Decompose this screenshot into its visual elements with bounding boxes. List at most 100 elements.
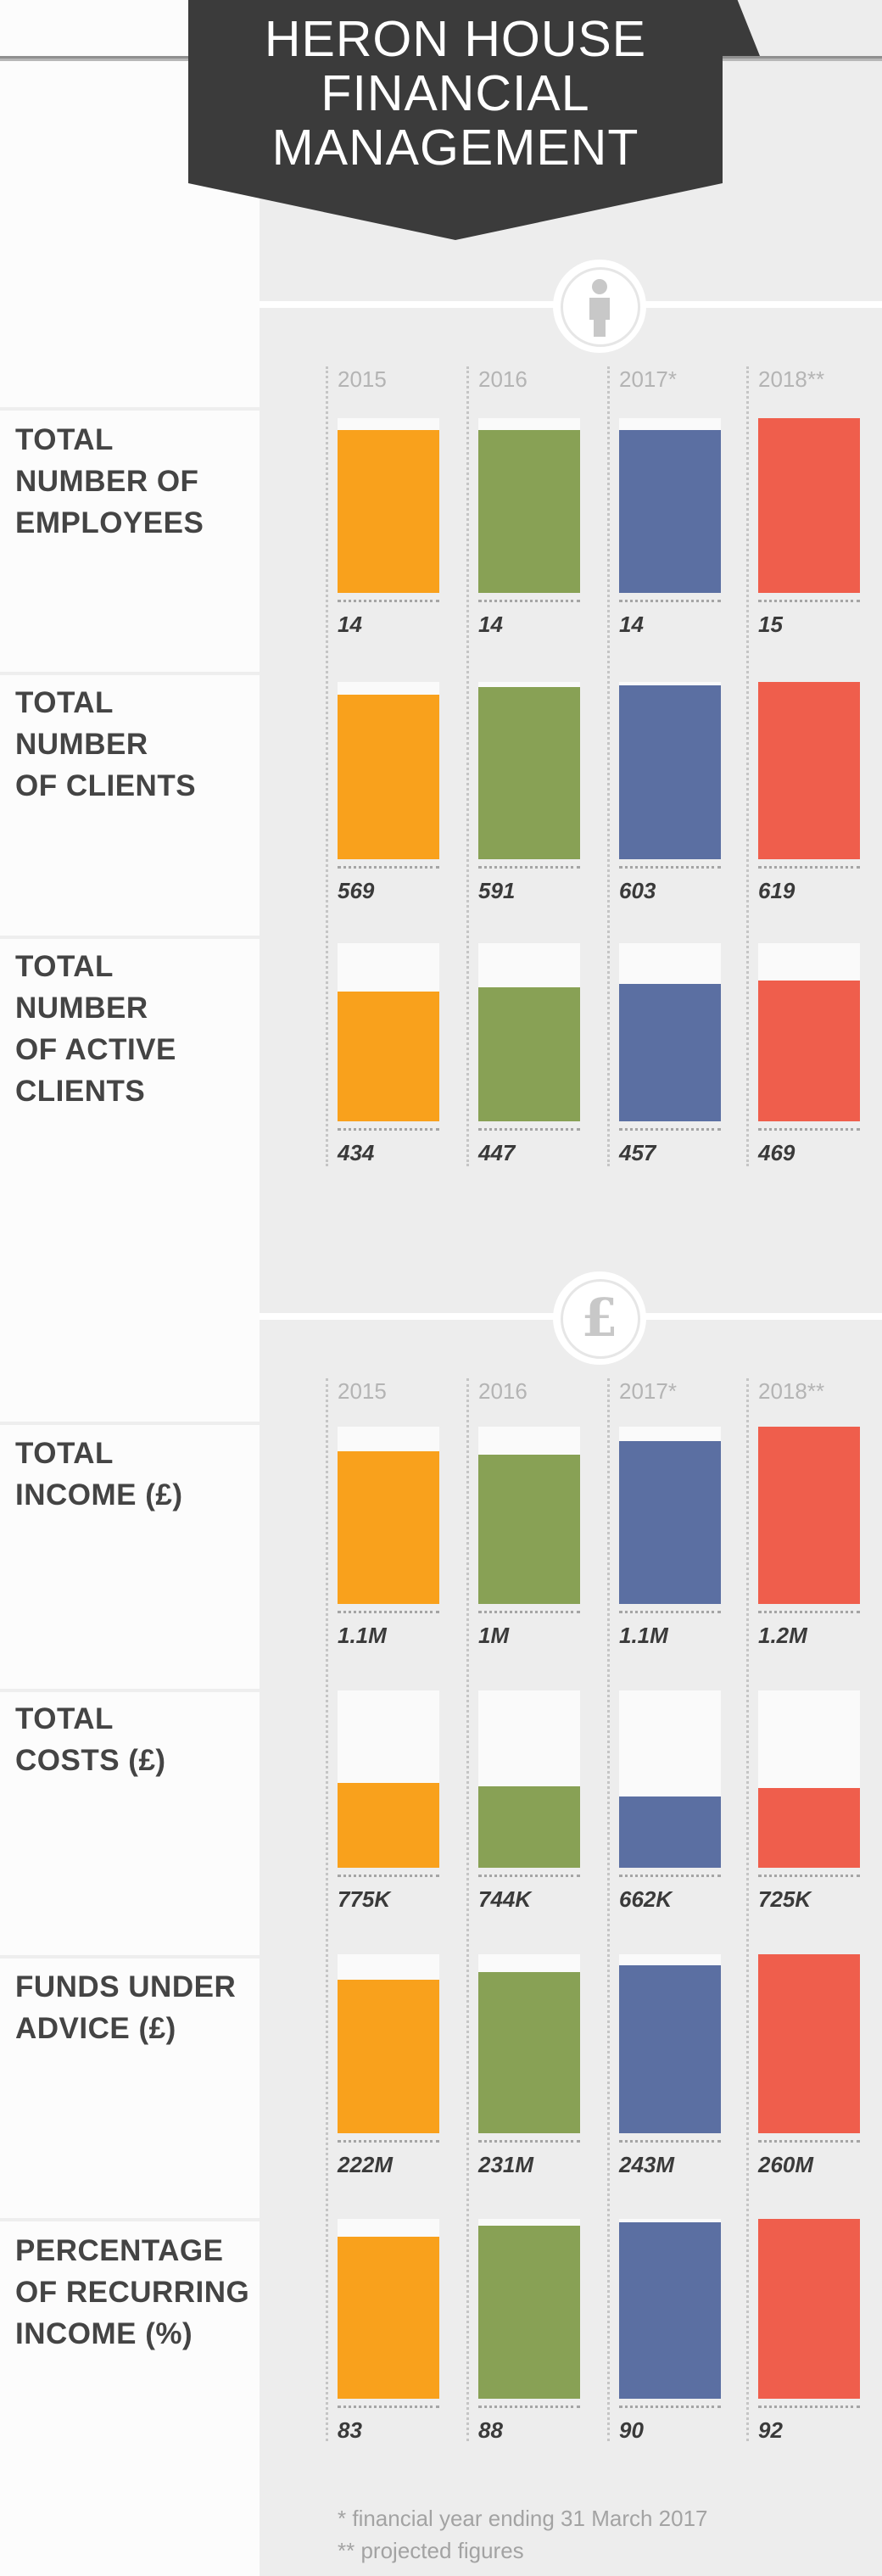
year-guide-line — [746, 1378, 749, 2441]
metric-row-rule — [0, 407, 260, 411]
bar-baseline — [619, 2406, 721, 2408]
year-label: 2015 — [338, 366, 387, 392]
bar-fill — [478, 1786, 580, 1868]
badge-ring — [561, 267, 640, 347]
bar-2016: 447 — [478, 943, 580, 1198]
year-label: 2017* — [619, 1378, 677, 1404]
bar-baseline — [758, 2406, 860, 2408]
bar-baseline — [619, 866, 721, 869]
bar-baseline — [338, 2406, 439, 2408]
bar-fill — [619, 2222, 721, 2399]
bar-fill — [478, 987, 580, 1121]
metric-row-rule — [0, 1689, 260, 1692]
bar-value-label: 1M — [478, 1623, 510, 1648]
bar-value-label: 243M — [619, 2152, 675, 2177]
bar-2016: 231M — [478, 1954, 580, 2210]
footnote-projected: ** projected figures — [338, 2538, 524, 2563]
person-icon — [589, 279, 610, 337]
bar-fill — [619, 430, 721, 593]
bar-baseline — [619, 1128, 721, 1131]
bar-fill — [619, 1796, 721, 1868]
header-rule-left — [0, 56, 204, 61]
year-guide-line — [466, 1378, 469, 2441]
bar-baseline — [338, 1875, 439, 1877]
year-guide-line — [607, 366, 610, 1166]
bar-value-label: 569 — [338, 878, 375, 903]
bar-baseline — [619, 2140, 721, 2143]
bar-baseline — [619, 1875, 721, 1877]
bar-baseline — [338, 600, 439, 602]
bar-fill — [758, 1427, 860, 1604]
title-line: MANAGEMENT — [271, 120, 639, 176]
metric-row-rule — [0, 1422, 260, 1425]
bar-value-label: 662K — [619, 1886, 673, 1912]
header-banner — [188, 0, 723, 240]
bar-2015: 222M — [338, 1954, 439, 2210]
bar-2016: 744K — [478, 1690, 580, 1944]
bar-baseline — [478, 2406, 580, 2408]
bar-value-label: 1.1M — [619, 1623, 668, 1648]
bar-baseline — [478, 866, 580, 869]
bar-value-label: 222M — [338, 2152, 394, 2177]
bar-baseline — [619, 600, 721, 602]
metric-label: TOTAL NUMBER OF CLIENTS — [15, 686, 197, 802]
bar-value-label: 775K — [338, 1886, 391, 1912]
metric-label: TOTAL NUMBER OF ACTIVE CLIENTS — [15, 950, 176, 1108]
metric-label: FUNDS UNDER ADVICE (£) — [15, 1970, 237, 2045]
bar-value-label: 457 — [619, 1140, 656, 1165]
bar-fill — [758, 2219, 860, 2399]
bar-fill — [338, 1783, 439, 1868]
bar-fill — [338, 992, 439, 1121]
metric-row-rule — [0, 672, 260, 675]
bar-value-label: 603 — [619, 878, 656, 903]
bar-2018: 260M — [758, 1954, 860, 2210]
bar-2015: 1.1M — [338, 1427, 439, 1680]
bar-baseline — [338, 866, 439, 869]
bar-value-label: 83 — [338, 2417, 362, 2443]
year-guide-line — [607, 1378, 610, 2441]
bar-baseline — [758, 1128, 860, 1131]
year-guide-line — [466, 366, 469, 1166]
bar-2017: 90 — [619, 2219, 721, 2475]
bar-fill — [758, 682, 860, 859]
bar-fill — [478, 1455, 580, 1604]
bar-baseline — [758, 600, 860, 602]
bar-value-label: 15 — [758, 612, 783, 637]
bar-2017: 243M — [619, 1954, 721, 2210]
bar-baseline — [338, 2140, 439, 2143]
bar-2017: 603 — [619, 682, 721, 936]
year-guide-line — [326, 366, 328, 1166]
bar-2015: 569 — [338, 682, 439, 936]
bar-baseline — [619, 1611, 721, 1613]
bar-fill — [338, 1451, 439, 1604]
metric-row-rule — [0, 1955, 260, 1959]
bar-baseline — [338, 1128, 439, 1131]
bar-2018: 469 — [758, 943, 860, 1198]
footnote-financial-year: * financial year ending 31 March 2017 — [338, 2506, 708, 2531]
bar-2015: 434 — [338, 943, 439, 1198]
year-guide-line — [746, 366, 749, 1166]
bar-value-label: 619 — [758, 878, 795, 903]
bar-value-label: 591 — [478, 878, 516, 903]
title-line: FINANCIAL — [321, 65, 590, 121]
bar-baseline — [338, 1611, 439, 1613]
bar-fill — [758, 981, 860, 1121]
bar-baseline — [758, 1875, 860, 1877]
bar-value-label: 434 — [338, 1140, 375, 1165]
bar-baseline — [758, 1611, 860, 1613]
bar-fill — [478, 1972, 580, 2133]
bar-value-label: 1.2M — [758, 1623, 807, 1648]
bar-value-label: 447 — [478, 1140, 516, 1165]
bar-fill — [338, 695, 439, 859]
bar-2018: 619 — [758, 682, 860, 936]
year-guide-line — [326, 1378, 328, 2441]
bar-2015: 14 — [338, 418, 439, 669]
bar-value-label: 469 — [758, 1140, 795, 1165]
bar-value-label: 260M — [758, 2152, 814, 2177]
bar-fill — [338, 1980, 439, 2133]
bar-2018: 1.2M — [758, 1427, 860, 1680]
bar-2017: 1.1M — [619, 1427, 721, 1680]
bar-fill — [619, 984, 721, 1121]
bar-value-label: 744K — [478, 1886, 532, 1912]
year-label: 2018** — [758, 1378, 825, 1404]
